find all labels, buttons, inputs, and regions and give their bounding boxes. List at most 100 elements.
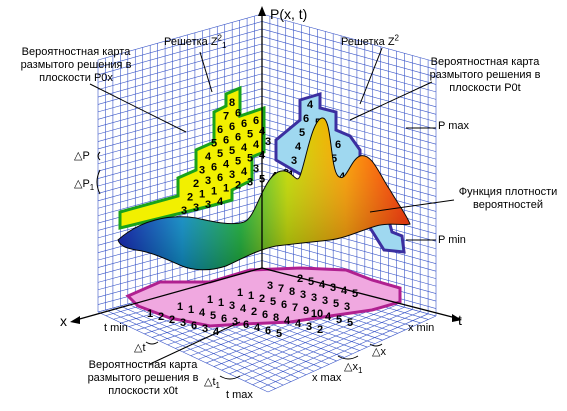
p-max-label: P max [438,120,469,132]
map-x0t-value: 6 [243,319,249,331]
grid-p0x-line [97,28,263,76]
delta-p-label: △P [74,150,90,162]
grid-z2-label: Решетка Z2 [341,33,399,48]
map-x0t-value: 4 [213,326,220,338]
grid-p0x-line [97,36,263,83]
map-x0t-value: 3 [180,317,186,329]
map-p0x-value: 6 [253,115,259,127]
map-x0t-value: 4 [240,303,247,315]
map-p0x-value: 6 [223,135,229,147]
delta-x-label: △x [372,346,386,358]
map-x0t-value: 6 [265,325,271,337]
map-x0t-value: 1 [147,308,153,320]
map-x0t-value: 3 [229,300,235,312]
brace-delta-x [369,343,383,347]
map-x0t-value: 3 [306,321,312,333]
grid-p0t-line [261,103,437,152]
grid-p0t-line [261,21,437,70]
axis-x-label: x [60,313,67,329]
grid-p0t-line [261,58,437,108]
map-p0x-value: 1 [199,189,205,201]
brace-delta-p1 [96,169,101,195]
delta-x1-label: △x1 [344,361,363,376]
grid-x0t-line [112,307,284,386]
map-p0x-value: 5 [247,129,253,141]
map-p0x-value: 4 [217,196,224,208]
map-p0x-value: 5 [211,138,217,150]
axis-t-label: t [458,312,462,328]
map-x0t-value: 1 [248,290,254,302]
leader-lines [89,47,455,365]
grid-p0x-line [97,66,263,113]
map-p0x-value: 2 [193,178,199,190]
map-p0x-value: 5 [217,148,223,160]
map-p0x-value: 4 [205,151,212,163]
map-p0t-value: 5 [331,153,337,165]
map-x0t-value: 3 [300,289,306,301]
map-x0t-caption: Вероятностная карта размытого решения в пл… [87,359,199,397]
map-x0t-value: 2 [158,311,164,323]
map-p0x-value: 3 [247,177,253,189]
map-x0t-value: 3 [311,292,317,304]
map-p0x-value: 3 [181,205,187,217]
map-x0t-value: 5 [210,310,216,322]
map-x0t-value: 4 [325,311,332,323]
map-x0t-values: 2 5 4 3 4 53 7 8 3 3 3 5 31 1 2 5 6 7 9 10 4 5 51 1 3 4 2 6 8 4 4 3 21 1 4… [147,273,358,340]
map-p0t-value: 5 [299,127,305,139]
delta-p1-label: △P1 [74,178,95,193]
t-max-label: t max [226,389,253,401]
map-x0t-value: 4 [341,285,348,297]
map-x0t-value: 5 [333,298,339,310]
map-x0t-value: 8 [289,286,295,298]
map-x0t-value: 5 [270,296,276,308]
map-x0t-value: 3 [344,301,350,313]
map-x0t-value: 4 [319,279,326,291]
map-x0t-value: 3 [330,282,336,294]
map-p0t-value: 6 [303,113,309,125]
map-x0t-value: 8 [273,312,279,324]
map-p0x-value: 5 [247,153,253,165]
map-x0t-value: 1 [177,301,183,313]
map-p0x-value: 5 [229,145,235,157]
map-x0t-value: 7 [278,283,284,295]
map-x0t-value: 5 [336,314,342,326]
map-x0t-value: 7 [292,302,298,314]
map-p0x-value: 3 [205,199,211,211]
grid-x0t-line [105,309,276,389]
map-x0t-value: 1 [188,304,194,316]
map-p0x-value: 1 [211,186,217,198]
map-x0t-value: 1 [207,294,213,306]
p-min-label: P min [438,234,466,246]
map-x0t-value: 5 [352,288,358,300]
map-x0t-value: 2 [169,314,175,326]
map-x0t-value: 4 [295,318,302,330]
map-x0t-value: 3 [267,280,273,292]
density-caption: Функция плотности вероятностей [458,186,558,211]
leader-density [369,199,455,213]
map-x0t-value: 4 [284,315,291,327]
grid-p0x-line [97,43,263,90]
axis-x-line [75,267,263,321]
axis-t-line [261,267,457,319]
map-p0x-value: 2 [235,180,241,192]
grid-p0t-line [261,66,437,115]
axis-t-arrow [452,314,462,322]
grid-x0t-line [97,311,269,393]
map-p0x-caption: Вероятностная карта размытого решения в пл… [20,46,132,84]
grid-p0t-line [261,51,437,100]
map-p0x-value: 3 [199,165,205,177]
leader-map-p0x [89,83,187,133]
map-x0t-value: 1 [218,297,224,309]
map-p0x-value: 5 [235,156,241,168]
grid-p0x-line [97,58,263,105]
map-x0t-value: 1 [237,287,243,299]
map-p0x-value: 4 [241,142,248,154]
map-p0x-value: 2 [187,192,193,204]
map-x0t-value: 3 [202,323,208,335]
grid-p0x-line [97,13,263,61]
map-p0x-value: 3 [253,163,259,175]
map-p0x-value: 6 [229,121,235,133]
map-p0x-value: 4 [223,159,230,171]
